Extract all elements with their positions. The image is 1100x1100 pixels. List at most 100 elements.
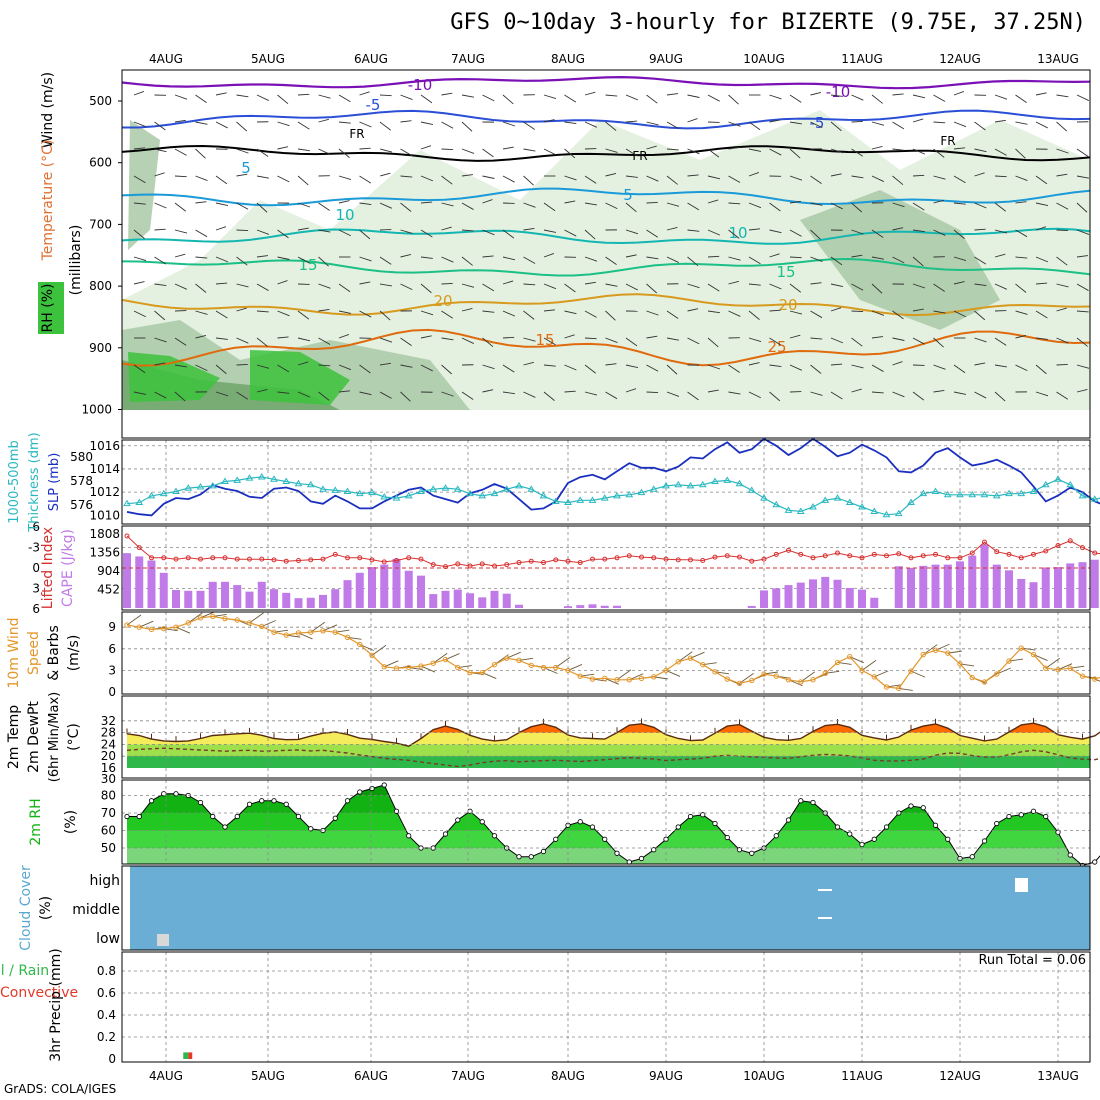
rh-point [577, 819, 583, 825]
wind-barb [502, 94, 514, 105]
cape-bar [123, 553, 131, 608]
wind-barb [564, 283, 576, 293]
wind10-panel: 9 6 3 0 [108, 611, 1100, 699]
wind-barb [379, 202, 393, 209]
wind-barb [420, 121, 434, 126]
wind-barb [297, 256, 310, 264]
wind-barb [441, 282, 453, 285]
wind-barb [482, 255, 494, 258]
wind-barb [974, 202, 987, 209]
wind-barb [728, 256, 741, 261]
wind-barb [953, 175, 966, 184]
wind-barb [482, 175, 495, 179]
wind-barb [400, 202, 412, 212]
wind-speed-point [185, 620, 191, 626]
wind-barb [256, 202, 268, 213]
wind-barb [748, 228, 761, 231]
wind-barb [994, 119, 1006, 123]
li-point [332, 551, 338, 557]
temp-tick: 16 [101, 761, 116, 775]
wind-barb [687, 256, 699, 267]
wind-barb [1056, 202, 1069, 210]
wind-barb [379, 362, 391, 366]
rh-point [197, 799, 204, 806]
thickness-point [662, 481, 670, 489]
li-point [969, 550, 975, 556]
wind-barb [707, 389, 719, 393]
slp-tick: 1016 [89, 439, 120, 453]
cape-bar [331, 589, 340, 608]
thickness-point [319, 485, 327, 492]
thickness-point [221, 477, 229, 484]
li-point [357, 555, 363, 561]
wind-barb [318, 364, 331, 367]
li-point [259, 556, 265, 562]
wind-barb [236, 121, 248, 132]
wind-speed-point [455, 664, 461, 671]
wind-barb-10m [1045, 657, 1061, 669]
cape-bar [1005, 570, 1013, 608]
thickness-point [894, 509, 903, 517]
wind-barb [625, 202, 637, 213]
rh-point [479, 819, 485, 825]
thickness-point [429, 485, 438, 492]
rh-band [127, 848, 1090, 866]
wind-barb [933, 121, 946, 124]
wind-barb [933, 364, 946, 370]
rh-point [883, 824, 890, 830]
wind-barb [195, 175, 208, 181]
wind-barb [215, 282, 228, 285]
wind-barb [707, 310, 720, 314]
wind-barb [974, 337, 987, 343]
wind-barb [605, 363, 617, 366]
wind-barb [441, 310, 454, 319]
wind-barb [707, 337, 719, 348]
wind-barb [523, 391, 536, 398]
wind-barb [584, 364, 597, 374]
cape-bar [453, 589, 462, 608]
wind-barb [769, 202, 781, 212]
wind-barb [174, 94, 188, 100]
wind-barb-10m [432, 652, 448, 664]
wind-barb [482, 199, 493, 204]
thickness-point [527, 485, 536, 492]
thickness-point [796, 507, 805, 514]
rh-point [259, 798, 265, 804]
temperature-contour [121, 144, 1091, 162]
thickness-point [943, 490, 952, 498]
wind-barb [236, 229, 249, 232]
wind-barb [728, 310, 741, 317]
wind-barb [1015, 364, 1028, 372]
wind-barb [625, 175, 638, 178]
wind-barb [461, 307, 473, 312]
wind-barb [1035, 121, 1048, 129]
wind-barb [1015, 335, 1027, 339]
li-point [994, 549, 1000, 555]
wind-barb [461, 256, 473, 266]
wind-barb [605, 256, 617, 266]
wind-barb [994, 283, 1008, 290]
thickness-point [588, 496, 597, 503]
wind-barb [646, 94, 658, 104]
li-point [553, 557, 559, 563]
li-point [381, 559, 387, 565]
wind-barb [400, 337, 412, 347]
wind-speed-point [773, 673, 779, 679]
wind-barb [1035, 337, 1048, 340]
temp-tick: 20 [101, 749, 116, 763]
thickness-point [845, 498, 854, 506]
pressure-tick-label: 500 [89, 94, 112, 108]
precip-tick: 0.4 [97, 1008, 116, 1022]
wind-barb [420, 335, 432, 339]
li-tick: 0 [32, 561, 40, 575]
cape-bar [907, 567, 915, 608]
wind-barb [133, 229, 145, 239]
wind-speed-point [700, 661, 706, 668]
thickness-axis-title-2: Thickness (dm) [27, 432, 42, 532]
wind-barb [502, 256, 516, 261]
wind-barb [789, 175, 803, 181]
li-point [320, 556, 326, 562]
wind-barb [933, 148, 945, 158]
thickness-point [600, 494, 609, 501]
